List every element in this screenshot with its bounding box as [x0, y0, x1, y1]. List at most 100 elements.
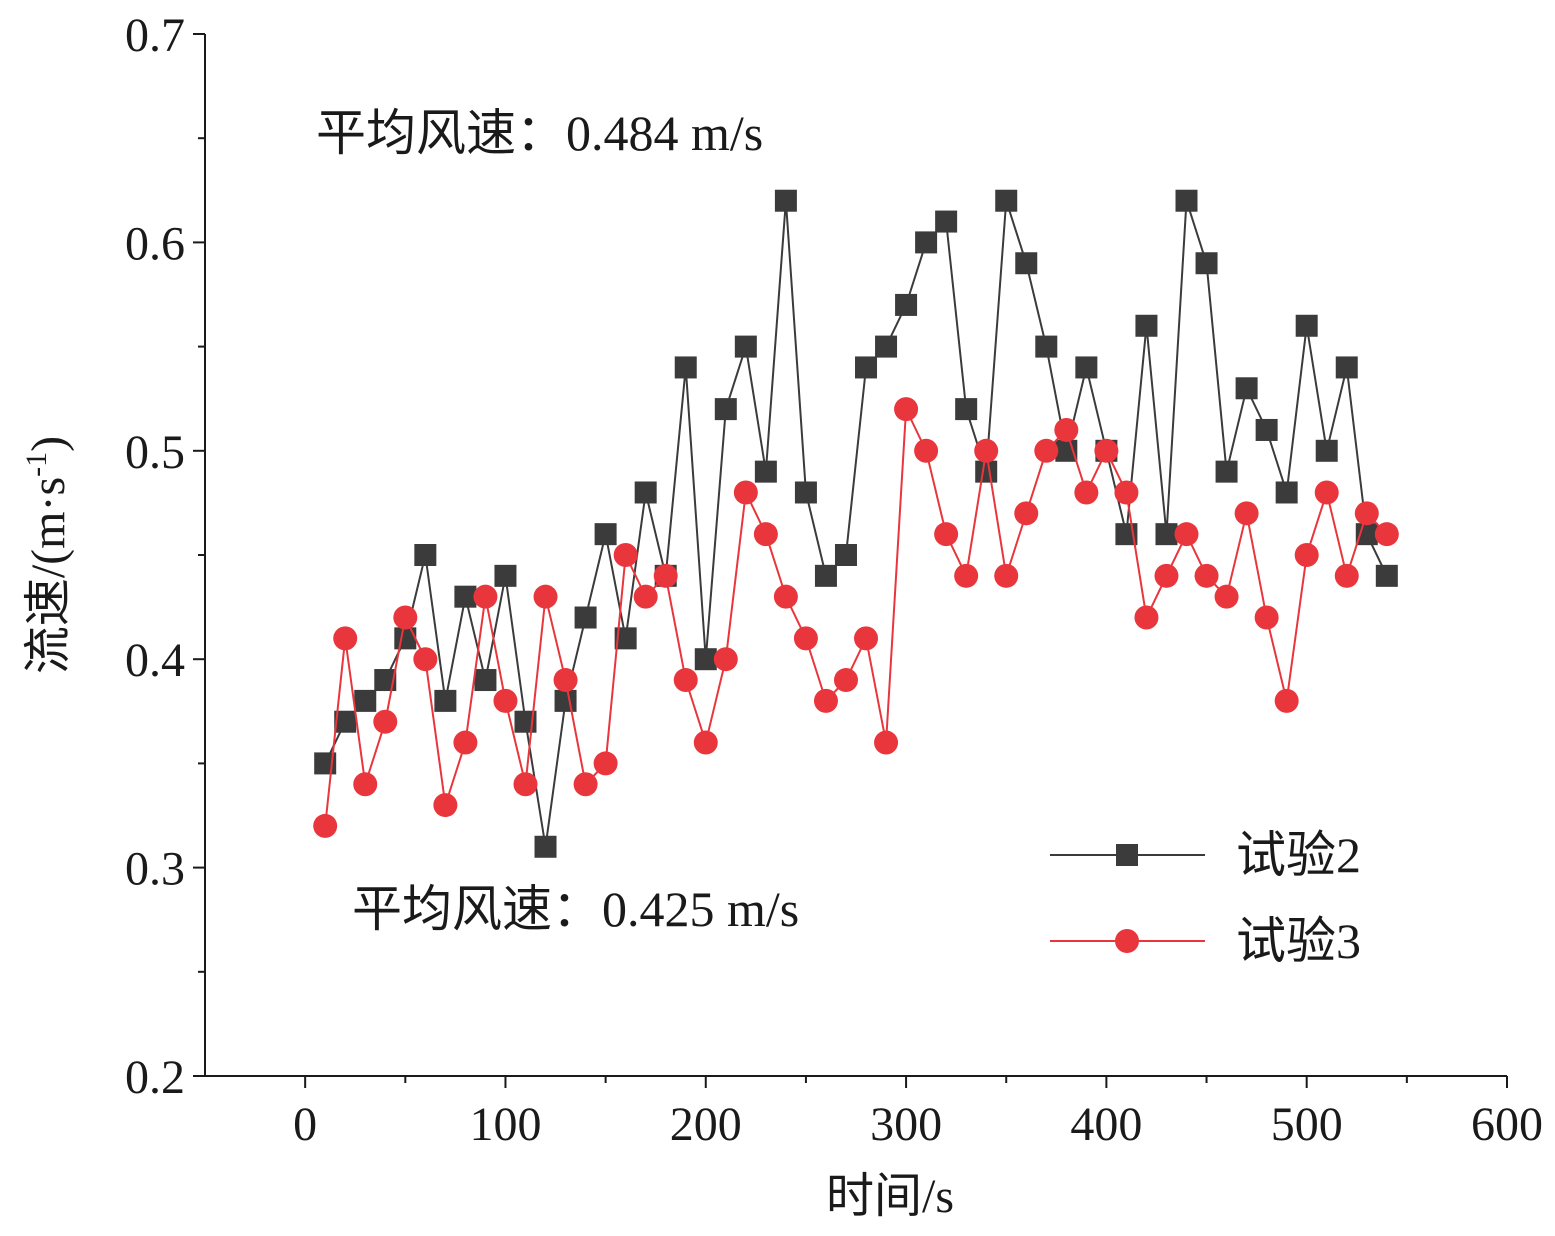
data-point-square [354, 689, 377, 712]
data-point-square [614, 627, 637, 650]
data-point-circle [653, 563, 678, 588]
series-2 [313, 397, 1399, 838]
data-point-square [674, 356, 697, 379]
data-point-circle [813, 688, 838, 713]
x-tick-label: 200 [670, 1098, 742, 1151]
data-point-circle [894, 397, 919, 422]
x-tick-label: 600 [1471, 1098, 1543, 1151]
legend: 试验2 试验3 [1050, 827, 1361, 969]
data-point-square [434, 689, 457, 712]
data-point-square [454, 585, 477, 608]
data-point-square [414, 544, 437, 566]
data-point-circle [974, 438, 999, 463]
data-point-circle [874, 730, 899, 755]
data-point-square [1275, 481, 1298, 504]
series-layer [313, 189, 1399, 858]
y-tick-label: 0.5 [125, 426, 185, 479]
data-point-square [734, 335, 757, 358]
data-point-square [634, 481, 657, 504]
data-point-circle [854, 626, 879, 651]
annotation-mean-trial2: 平均风速：0.484 m/s [316, 105, 763, 161]
ticks: 0 100 200 300 400 500 600 0.2 0.3 0.4 0.5 0.6 0.7 [125, 9, 1543, 1151]
data-point-circle [533, 584, 558, 609]
data-point-square [534, 835, 557, 858]
y-tick-label: 0.7 [125, 9, 185, 62]
data-point-circle [693, 730, 718, 755]
data-point-square [574, 606, 597, 629]
data-point-square [494, 564, 517, 587]
data-point-circle [333, 626, 358, 651]
data-point-square [1255, 418, 1278, 441]
x-tick-label: 400 [1070, 1098, 1142, 1151]
data-point-square [1035, 335, 1058, 358]
data-point-circle [1154, 563, 1179, 588]
data-point-circle [473, 584, 498, 609]
x-tick-label: 0 [293, 1098, 317, 1151]
data-point-square [1195, 252, 1218, 275]
data-point-circle [513, 772, 538, 797]
annotation-mean-trial3: 平均风速：0.425 m/s [352, 881, 799, 937]
data-point-circle [1034, 438, 1059, 463]
data-point-circle [393, 605, 418, 630]
data-point-square [594, 523, 617, 546]
y-tick-label: 0.3 [125, 843, 185, 896]
data-point-circle [773, 584, 798, 609]
data-point-circle [1114, 480, 1139, 505]
data-point-circle [453, 730, 478, 755]
data-point-square [754, 460, 777, 483]
data-point-square [1215, 460, 1238, 483]
data-point-square [1015, 252, 1038, 275]
data-point-square [935, 210, 958, 233]
data-point-circle [1094, 438, 1119, 463]
data-point-square [995, 189, 1018, 212]
data-point-circle [1134, 605, 1159, 630]
data-point-square [1295, 314, 1318, 337]
data-point-circle [1314, 480, 1339, 505]
x-tick-label: 300 [870, 1098, 942, 1151]
data-point-square [774, 189, 797, 212]
data-point-square [694, 648, 717, 671]
data-point-circle [1274, 688, 1299, 713]
data-point-square [895, 293, 918, 316]
x-tick-label: 100 [469, 1098, 541, 1151]
data-point-circle [1014, 501, 1039, 526]
data-point-circle [1194, 563, 1219, 588]
data-point-circle [573, 772, 598, 797]
data-point-square [554, 689, 577, 712]
y-tick-label: 0.2 [125, 1051, 185, 1104]
data-point-circle [1074, 480, 1099, 505]
legend-item-1: 试验2 [1050, 827, 1361, 883]
data-point-square [334, 710, 357, 733]
data-point-circle [613, 543, 638, 567]
data-point-circle [994, 563, 1019, 588]
data-point-square [1335, 356, 1358, 379]
data-point-square [1375, 564, 1398, 587]
legend-label: 试验2 [1236, 827, 1361, 883]
data-point-circle [1054, 417, 1079, 442]
data-point-circle [793, 626, 818, 651]
data-point-square [1075, 356, 1098, 379]
data-point-square [1235, 377, 1258, 400]
legend-marker-circle [1115, 929, 1139, 953]
data-point-circle [593, 751, 618, 776]
data-point-circle [914, 438, 939, 463]
data-point-circle [713, 647, 738, 672]
data-point-circle [753, 522, 778, 547]
data-point-circle [353, 772, 378, 797]
legend-marker-square [1116, 844, 1138, 866]
data-point-square [834, 544, 857, 566]
data-point-circle [833, 668, 858, 693]
data-point-square [915, 231, 938, 254]
y-axis-title-sup: -1 [20, 452, 53, 477]
data-point-circle [1174, 522, 1199, 547]
data-point-square [1135, 314, 1158, 337]
data-point-square [374, 669, 397, 692]
data-point-square [855, 356, 878, 379]
data-point-circle [313, 813, 338, 838]
data-point-circle [633, 584, 658, 609]
data-point-circle [553, 668, 578, 693]
legend-label: 试验3 [1236, 913, 1361, 969]
data-point-square [794, 481, 817, 504]
data-point-circle [733, 480, 758, 505]
